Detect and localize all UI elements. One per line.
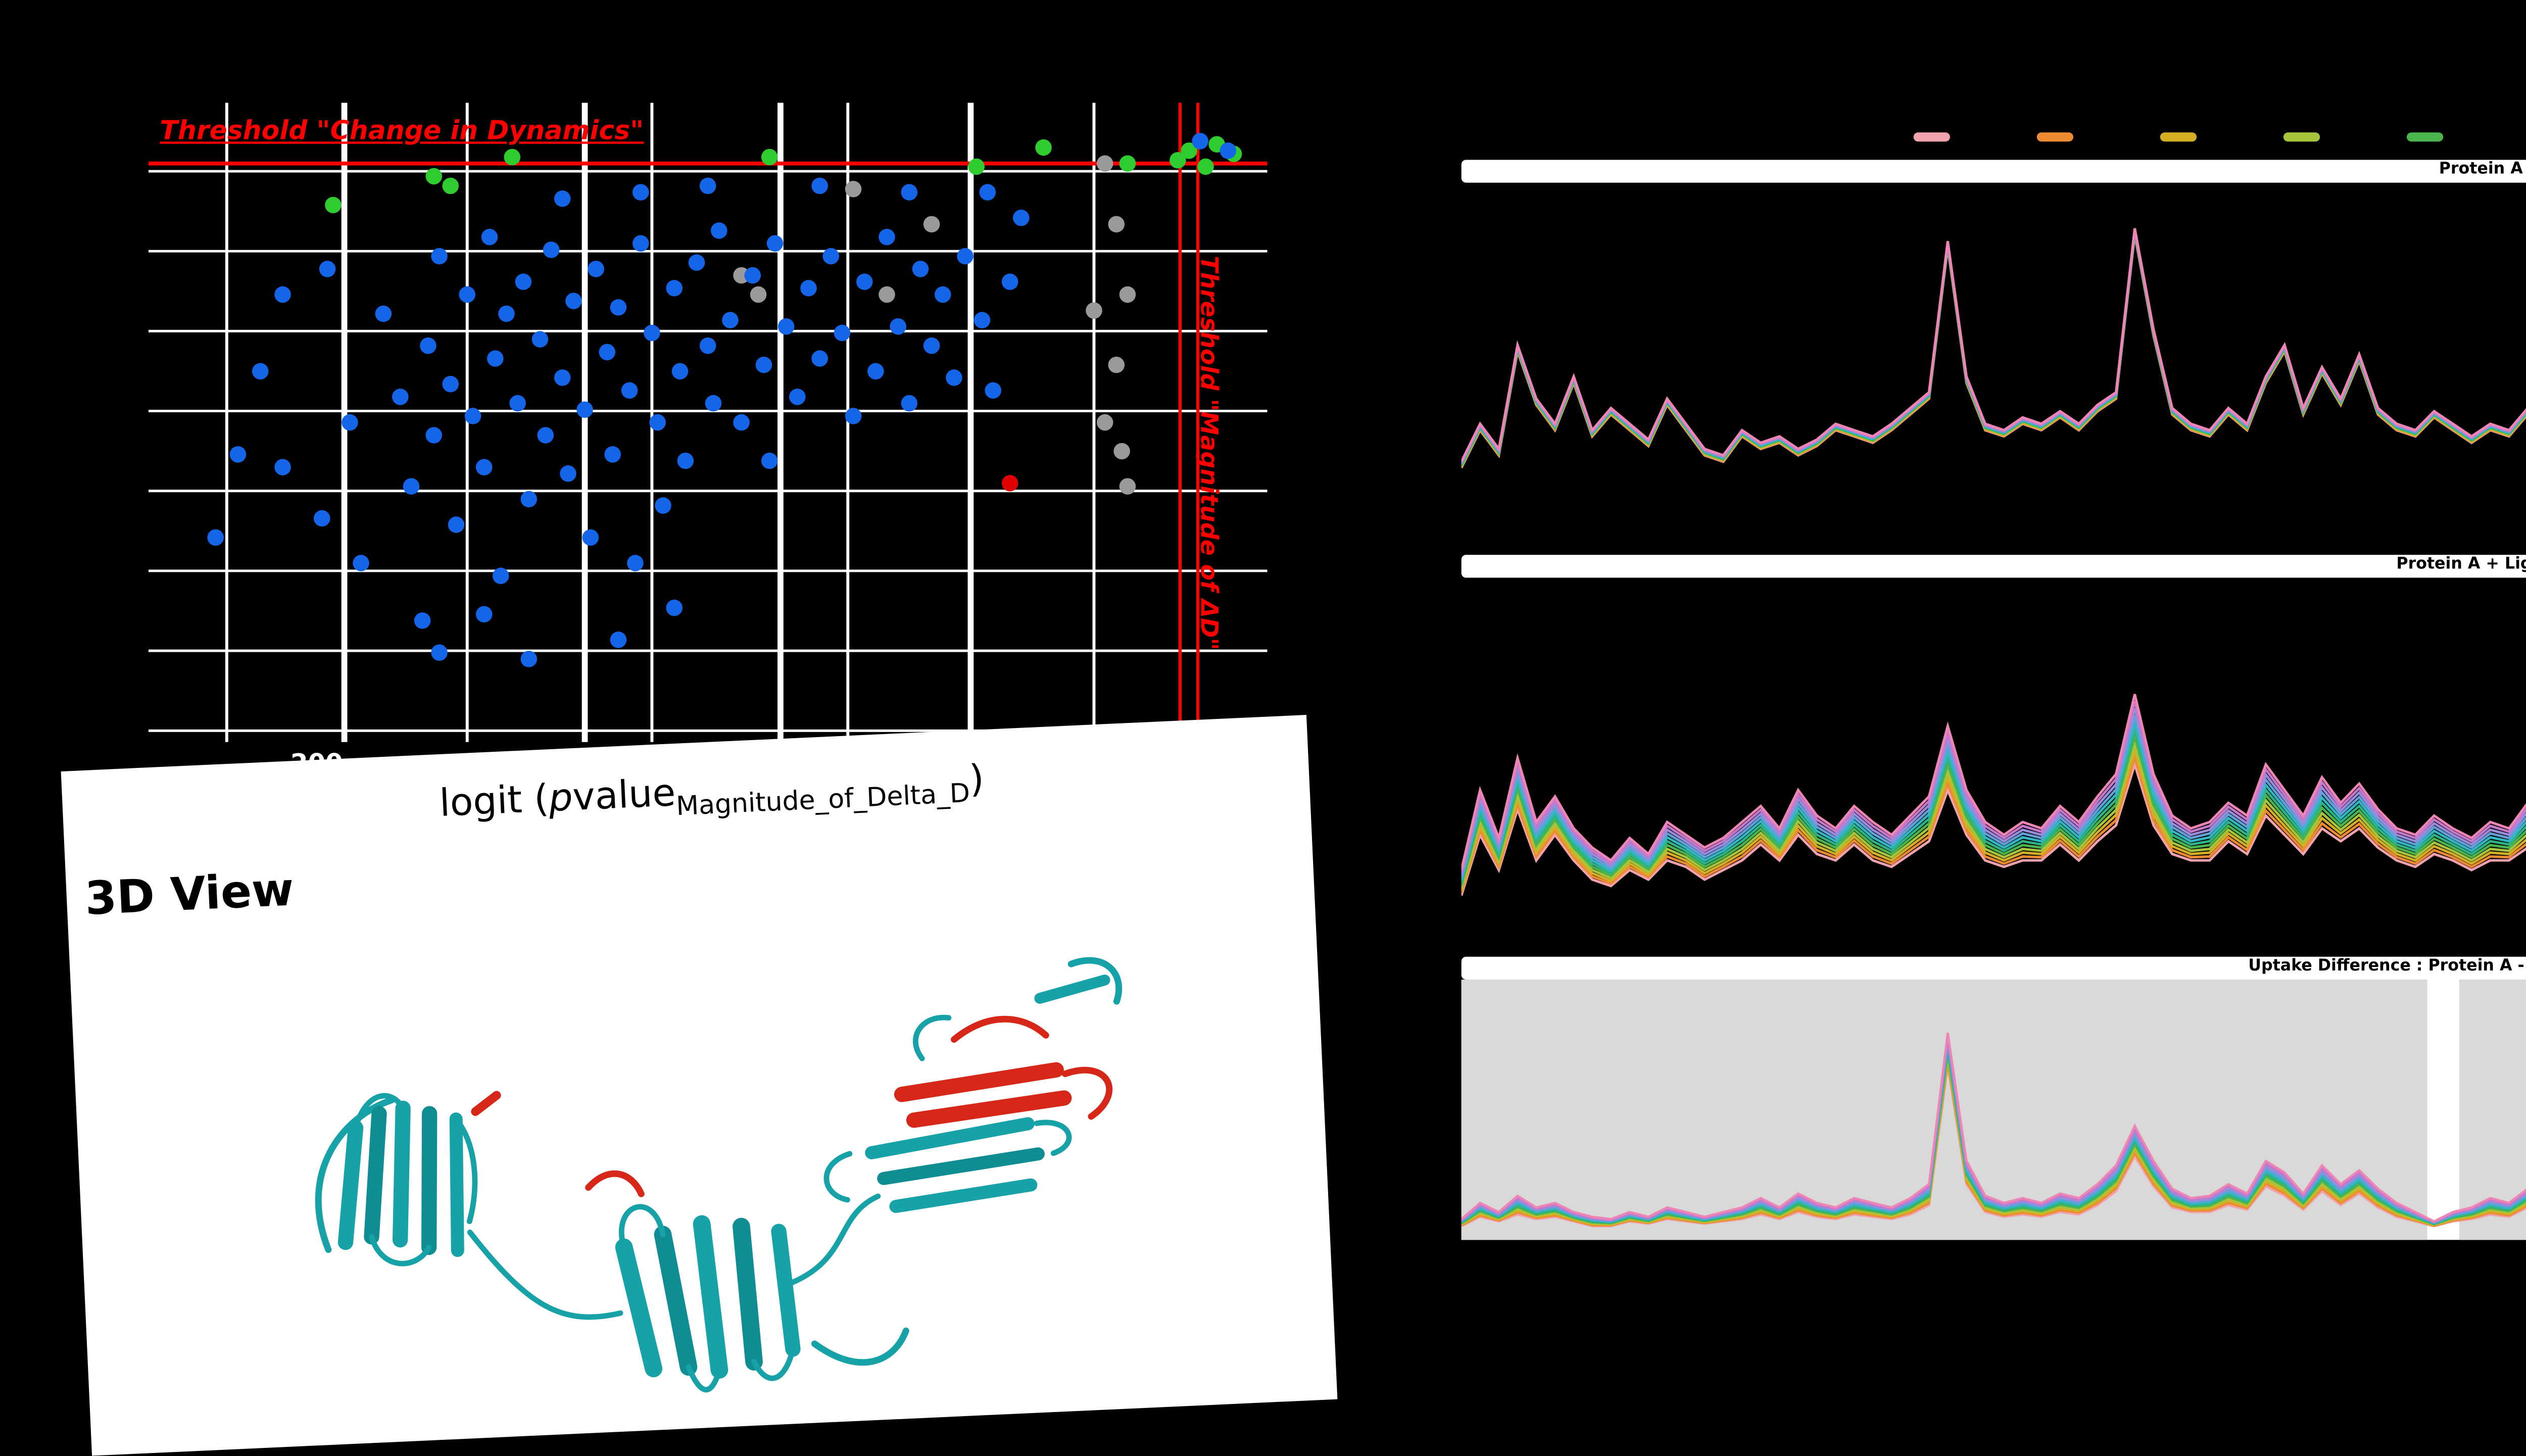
legend-timepoint-dash[interactable]	[2283, 133, 2320, 141]
protein-structure-viewport[interactable]	[136, 867, 1301, 1443]
volcano-x-axis-label: logit (pvalueMagnitude_of_Delta_D)	[439, 757, 985, 833]
x-label-suffix: )	[968, 757, 985, 801]
panel-header-protein-a: Protein A	[1461, 160, 2526, 182]
x-label-p: p	[548, 775, 574, 820]
x-label-mid: value	[571, 771, 677, 819]
volcano-scatter-svg[interactable]	[148, 103, 1268, 742]
protein-ribbon	[315, 957, 1123, 1393]
app-canvas: Threshold "Change in Dynamics" Threshold…	[61, 103, 2526, 1456]
threshold-magnitude-label: Threshold "Magnitude of ΔD"	[1194, 256, 1222, 651]
uptake-chart-protein-a-ligand[interactable]	[1460, 580, 2526, 927]
3d-view-card[interactable]: logit (pvalueMagnitude_of_Delta_D) 3D Vi…	[61, 715, 1338, 1456]
threshold-dynamics-label: Threshold "Change in Dynamics"	[160, 114, 644, 147]
uptake-chart-protein-a[interactable]	[1460, 185, 2526, 527]
legend-timepoint-dash[interactable]	[2036, 133, 2073, 141]
panel-header-protein-a-ligand: Protein A + Ligand	[1461, 555, 2526, 577]
coverage-background	[1461, 979, 2526, 1240]
coverage-segment	[2459, 979, 2526, 1240]
legend-timepoint-dash[interactable]	[2406, 133, 2444, 141]
volcano-plot[interactable]	[148, 103, 1268, 742]
legend-timepoint-dash[interactable]	[2160, 133, 2197, 141]
uptake-difference-chart[interactable]	[1461, 979, 2526, 1240]
coverage-segment	[1461, 979, 2427, 1240]
timepoint-legend	[1913, 128, 2526, 146]
x-label-subscript: Magnitude_of_Delta_D	[675, 776, 971, 822]
panel-header-uptake-difference: Uptake Difference : Protein A - (Protein…	[1461, 956, 2526, 979]
uptake-chart-protein-a-svg[interactable]	[1460, 185, 2526, 527]
uptake-chart-protein-a-ligand-svg[interactable]	[1460, 580, 2526, 927]
legend-timepoint-dash[interactable]	[1913, 133, 1950, 141]
uptake-difference-chart-svg[interactable]	[1461, 980, 2526, 1240]
x-label-prefix: logit (	[439, 776, 550, 826]
